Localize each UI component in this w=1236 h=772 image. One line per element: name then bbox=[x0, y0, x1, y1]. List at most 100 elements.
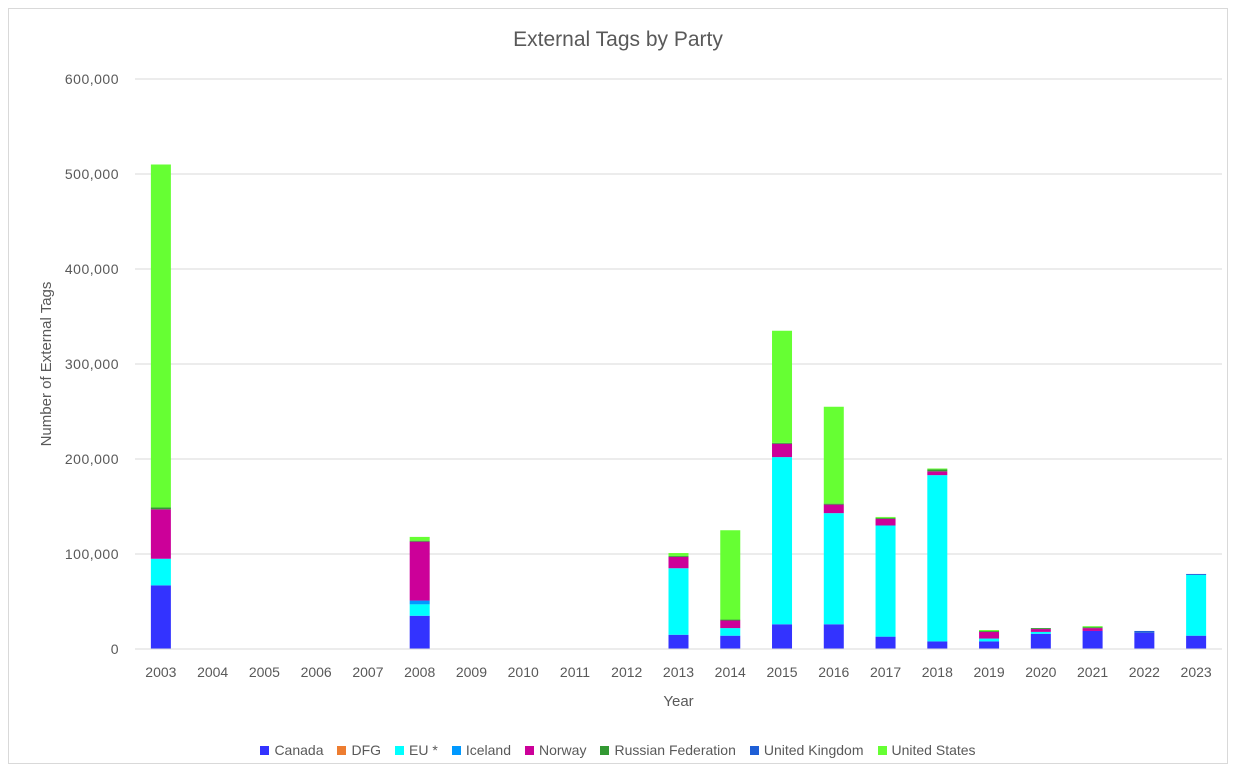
bar-segment bbox=[720, 635, 741, 649]
bar-segment bbox=[409, 541, 430, 601]
legend-swatch bbox=[600, 745, 610, 755]
x-tick-label: 2016 bbox=[818, 664, 849, 680]
bar-segment bbox=[772, 457, 793, 625]
bar-segment bbox=[1082, 628, 1103, 631]
legend-swatch bbox=[395, 745, 405, 755]
bar-segment bbox=[409, 600, 430, 605]
legend-swatch bbox=[260, 745, 270, 755]
x-tick-label: 2020 bbox=[1025, 664, 1056, 680]
bar-segment bbox=[409, 615, 430, 649]
x-tick-label: 2010 bbox=[508, 664, 539, 680]
bar-segment bbox=[875, 516, 896, 518]
bar-segment bbox=[772, 624, 793, 649]
legend-label: Iceland bbox=[465, 742, 511, 758]
bar-segment bbox=[150, 164, 171, 508]
bar-segment bbox=[823, 624, 844, 649]
x-tick-label: 2004 bbox=[197, 664, 228, 680]
x-tick-label: 2012 bbox=[611, 664, 642, 680]
x-tick-label: 2015 bbox=[766, 664, 797, 680]
bar-segment bbox=[1186, 573, 1207, 575]
bar-segment bbox=[823, 504, 844, 514]
bar-segment bbox=[927, 471, 948, 476]
bar-segment bbox=[875, 525, 896, 637]
legend-swatch bbox=[337, 745, 347, 755]
bar-segment bbox=[668, 568, 689, 635]
y-tick-label: 200,000 bbox=[65, 451, 119, 467]
legend-item: DFG bbox=[337, 742, 381, 758]
y-tick-label: 500,000 bbox=[65, 166, 119, 182]
bar-segment bbox=[1030, 629, 1051, 632]
legend-label: Norway bbox=[539, 742, 587, 758]
bar-segment bbox=[1134, 632, 1155, 649]
x-tick-label: 2006 bbox=[301, 664, 332, 680]
legend-label: United States bbox=[891, 742, 976, 758]
x-tick-label: 2023 bbox=[1181, 664, 1212, 680]
bar-segment bbox=[979, 630, 1000, 632]
legend-label: EU * bbox=[409, 742, 438, 758]
bar-segment bbox=[1134, 630, 1155, 633]
x-tick-label: 2021 bbox=[1077, 664, 1108, 680]
bar-segment bbox=[927, 475, 948, 642]
chart-title: External Tags by Party bbox=[513, 28, 723, 51]
bar-segment bbox=[927, 469, 948, 472]
y-tick-label: 100,000 bbox=[65, 546, 119, 562]
bar-segment bbox=[150, 509, 171, 559]
bar-segment bbox=[979, 641, 1000, 649]
legend-label: Russian Federation bbox=[614, 742, 736, 758]
y-axis-label: Number of External Tags bbox=[38, 282, 55, 447]
legend-swatch bbox=[877, 745, 887, 755]
legend-item: Canada bbox=[260, 742, 323, 758]
bar-segment bbox=[150, 558, 171, 586]
x-tick-label: 2014 bbox=[715, 664, 746, 680]
x-tick-label: 2018 bbox=[922, 664, 953, 680]
bar-segment bbox=[823, 406, 844, 504]
legend-swatch bbox=[749, 745, 759, 755]
bar-segment bbox=[1030, 631, 1051, 634]
bar-segment bbox=[720, 628, 741, 636]
bar-segment bbox=[409, 536, 430, 541]
y-tick-label: 0 bbox=[111, 641, 119, 657]
bar-segment bbox=[668, 553, 689, 556]
bar-segment bbox=[979, 630, 1000, 631]
bar-segment bbox=[1030, 633, 1051, 649]
gridlines bbox=[135, 78, 1222, 555]
legend-item: Russian Federation bbox=[600, 742, 736, 758]
bar-segment bbox=[927, 468, 948, 470]
bar-segment bbox=[772, 443, 793, 458]
x-tick-label: 2005 bbox=[249, 664, 280, 680]
bar-segment bbox=[772, 442, 793, 444]
bar-segment bbox=[668, 555, 689, 557]
x-tick-label: 2009 bbox=[456, 664, 487, 680]
x-axis-label: Year bbox=[663, 693, 693, 710]
bar-segment bbox=[1030, 628, 1051, 630]
x-tick-label: 2003 bbox=[145, 664, 176, 680]
bar-segment bbox=[720, 530, 741, 620]
x-tick-label: 2019 bbox=[973, 664, 1004, 680]
bars bbox=[150, 164, 1207, 649]
bar-segment bbox=[668, 556, 689, 569]
bar-segment bbox=[823, 513, 844, 625]
legend-item: Iceland bbox=[451, 742, 511, 758]
legend-swatch bbox=[451, 745, 461, 755]
x-tick-label: 2013 bbox=[663, 664, 694, 680]
bar-segment bbox=[772, 330, 793, 443]
bar-segment bbox=[1186, 574, 1207, 636]
bar-segment bbox=[823, 503, 844, 505]
x-tick-label: 2007 bbox=[352, 664, 383, 680]
bar-segment bbox=[720, 620, 741, 629]
bar-segment bbox=[1186, 635, 1207, 649]
bar-segment bbox=[979, 638, 1000, 642]
y-tick-label: 300,000 bbox=[65, 356, 119, 372]
x-tick-label: 2017 bbox=[870, 664, 901, 680]
bar-segment bbox=[1082, 626, 1103, 628]
bar-segment bbox=[875, 636, 896, 649]
bar-segment bbox=[668, 634, 689, 649]
legend-item: United States bbox=[877, 742, 976, 758]
y-tick-label: 400,000 bbox=[65, 261, 119, 277]
x-tick-label: 2008 bbox=[404, 664, 435, 680]
bar-segment bbox=[1082, 630, 1103, 649]
bar-segment bbox=[150, 507, 171, 510]
legend-swatch bbox=[525, 745, 534, 755]
bar-segment bbox=[875, 518, 896, 526]
